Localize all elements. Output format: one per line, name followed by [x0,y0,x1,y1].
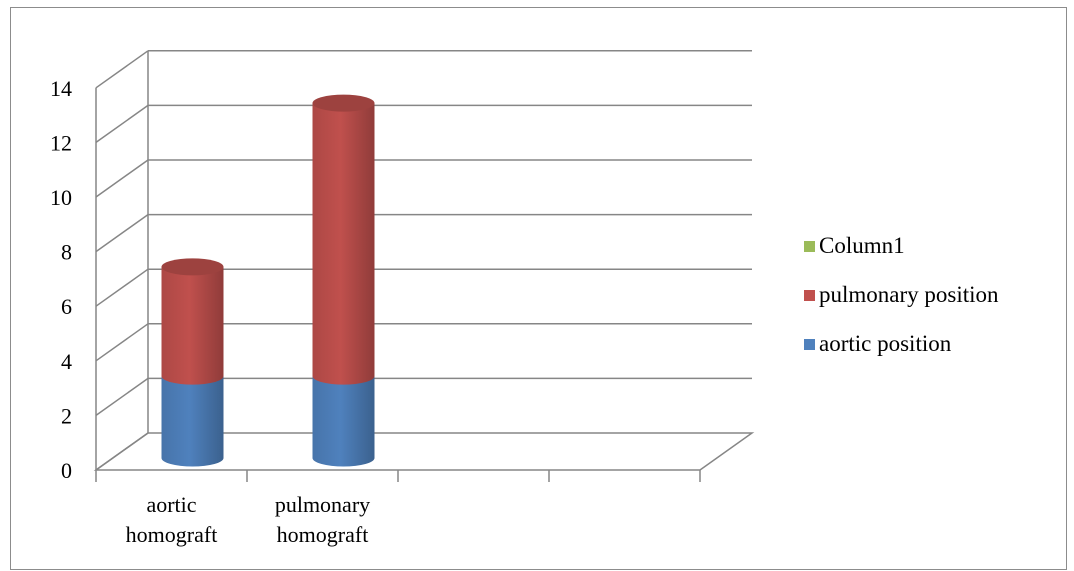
bar-top [312,94,375,112]
legend-label: aortic position [819,331,952,356]
bar-segment [312,103,375,385]
legend-label: Column1 [819,233,905,258]
x-category-label: aortic [146,492,196,517]
y-tick-label: 12 [50,130,72,155]
y-tick-label: 2 [61,403,72,428]
legend: Column1 pulmonary position aortic position [804,233,999,356]
y-tick-label: 0 [61,458,72,483]
y-tick-label: 14 [50,76,72,101]
gridline-side [95,323,149,362]
bar-segment [161,266,224,385]
x-category-label: homograft [277,522,369,547]
legend-swatch [804,339,815,350]
axes [93,50,755,471]
gridline-side [95,213,149,253]
y-tick-label: 8 [61,240,72,265]
gridline-side [95,50,149,89]
floor [93,432,755,471]
gridline-side [95,159,149,198]
bar-segment [161,376,224,467]
x-category-label: pulmonary [275,492,370,517]
legend-swatch [804,241,815,252]
x-category-label: homograft [126,522,218,547]
gridline-side [95,377,149,417]
bars [161,94,375,467]
bar-top [161,258,224,276]
bar-segment [312,376,375,467]
legend-swatch [804,290,815,301]
gridline-side [95,104,149,144]
legend-label: pulmonary position [819,282,999,307]
y-axis-ticks: 0 2 4 6 8 10 12 14 [50,76,72,483]
y-tick-label: 6 [61,294,72,319]
gridline-side [95,268,149,307]
x-axis-categories: aortic homograft pulmonary homograft [95,470,701,547]
y-tick-label: 10 [50,185,72,210]
y-tick-label: 4 [61,349,72,374]
